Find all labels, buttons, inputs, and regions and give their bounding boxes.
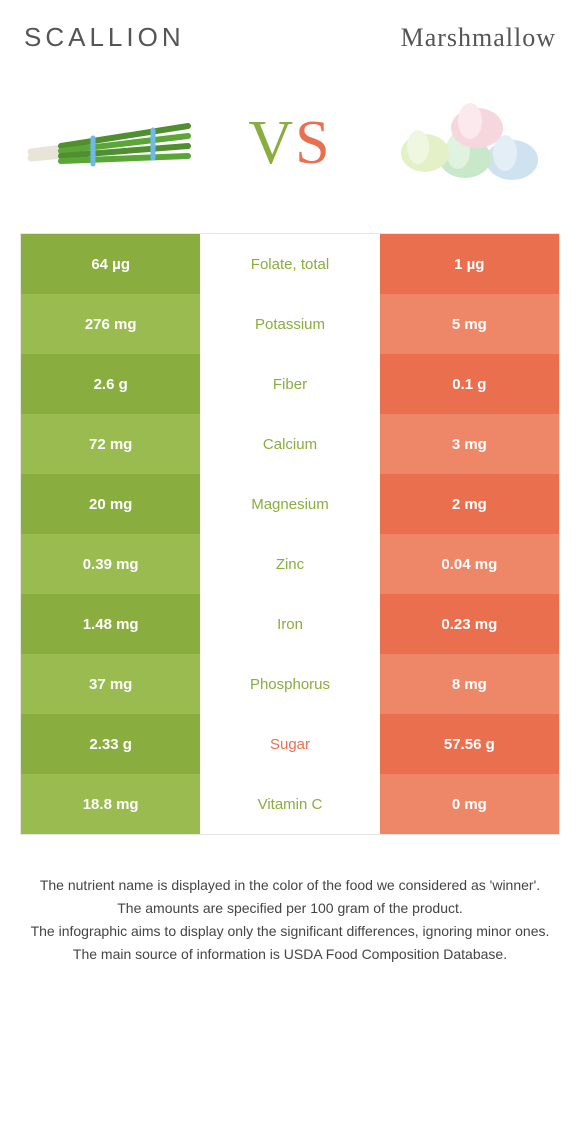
nutrient-table: 64 µgFolate, total1 µg276 mgPotassium5 m… [20,233,560,835]
scallion-image [20,93,195,193]
right-value: 57.56 g [380,714,559,774]
table-row: 37 mgPhosphorus8 mg [21,654,559,714]
left-value: 1.48 mg [21,594,200,654]
table-row: 64 µgFolate, total1 µg [21,234,559,294]
nutrient-name: Vitamin C [200,774,379,834]
right-value: 0 mg [380,774,559,834]
vs-label: VS [248,108,331,179]
right-value: 0.04 mg [380,534,559,594]
left-value: 72 mg [21,414,200,474]
footer-notes: The nutrient name is displayed in the co… [30,875,550,965]
footer-line-2: The amounts are specified per 100 gram o… [30,898,550,919]
left-value: 0.39 mg [21,534,200,594]
vs-s: S [295,109,331,177]
marshmallow-image [385,93,560,193]
title-left: SCALLION [24,22,185,53]
right-value: 8 mg [380,654,559,714]
table-row: 0.39 mgZinc0.04 mg [21,534,559,594]
right-value: 5 mg [380,294,559,354]
table-row: 72 mgCalcium3 mg [21,414,559,474]
vs-v: V [248,109,295,177]
nutrient-name: Magnesium [200,474,379,534]
nutrient-name: Sugar [200,714,379,774]
left-value: 18.8 mg [21,774,200,834]
table-row: 276 mgPotassium5 mg [21,294,559,354]
right-value: 0.1 g [380,354,559,414]
nutrient-name: Fiber [200,354,379,414]
left-value: 2.6 g [21,354,200,414]
left-value: 37 mg [21,654,200,714]
nutrient-name: Folate, total [200,234,379,294]
left-value: 64 µg [21,234,200,294]
footer-line-1: The nutrient name is displayed in the co… [30,875,550,896]
right-value: 1 µg [380,234,559,294]
left-value: 276 mg [21,294,200,354]
table-row: 20 mgMagnesium2 mg [21,474,559,534]
table-row: 18.8 mgVitamin C0 mg [21,774,559,834]
left-value: 2.33 g [21,714,200,774]
nutrient-name: Phosphorus [200,654,379,714]
table-row: 2.33 gSugar57.56 g [21,714,559,774]
nutrient-name: Zinc [200,534,379,594]
table-row: 2.6 gFiber0.1 g [21,354,559,414]
table-row: 1.48 mgIron0.23 mg [21,594,559,654]
nutrient-name: Calcium [200,414,379,474]
nutrient-name: Iron [200,594,379,654]
footer-line-4: The main source of information is USDA F… [30,944,550,965]
nutrient-name: Potassium [200,294,379,354]
footer-line-3: The infographic aims to display only the… [30,921,550,942]
header: SCALLION Marshmallow [0,0,580,63]
left-value: 20 mg [21,474,200,534]
vs-row: VS [0,63,580,233]
right-value: 0.23 mg [380,594,559,654]
right-value: 3 mg [380,414,559,474]
right-value: 2 mg [380,474,559,534]
title-right: Marshmallow [401,23,556,53]
